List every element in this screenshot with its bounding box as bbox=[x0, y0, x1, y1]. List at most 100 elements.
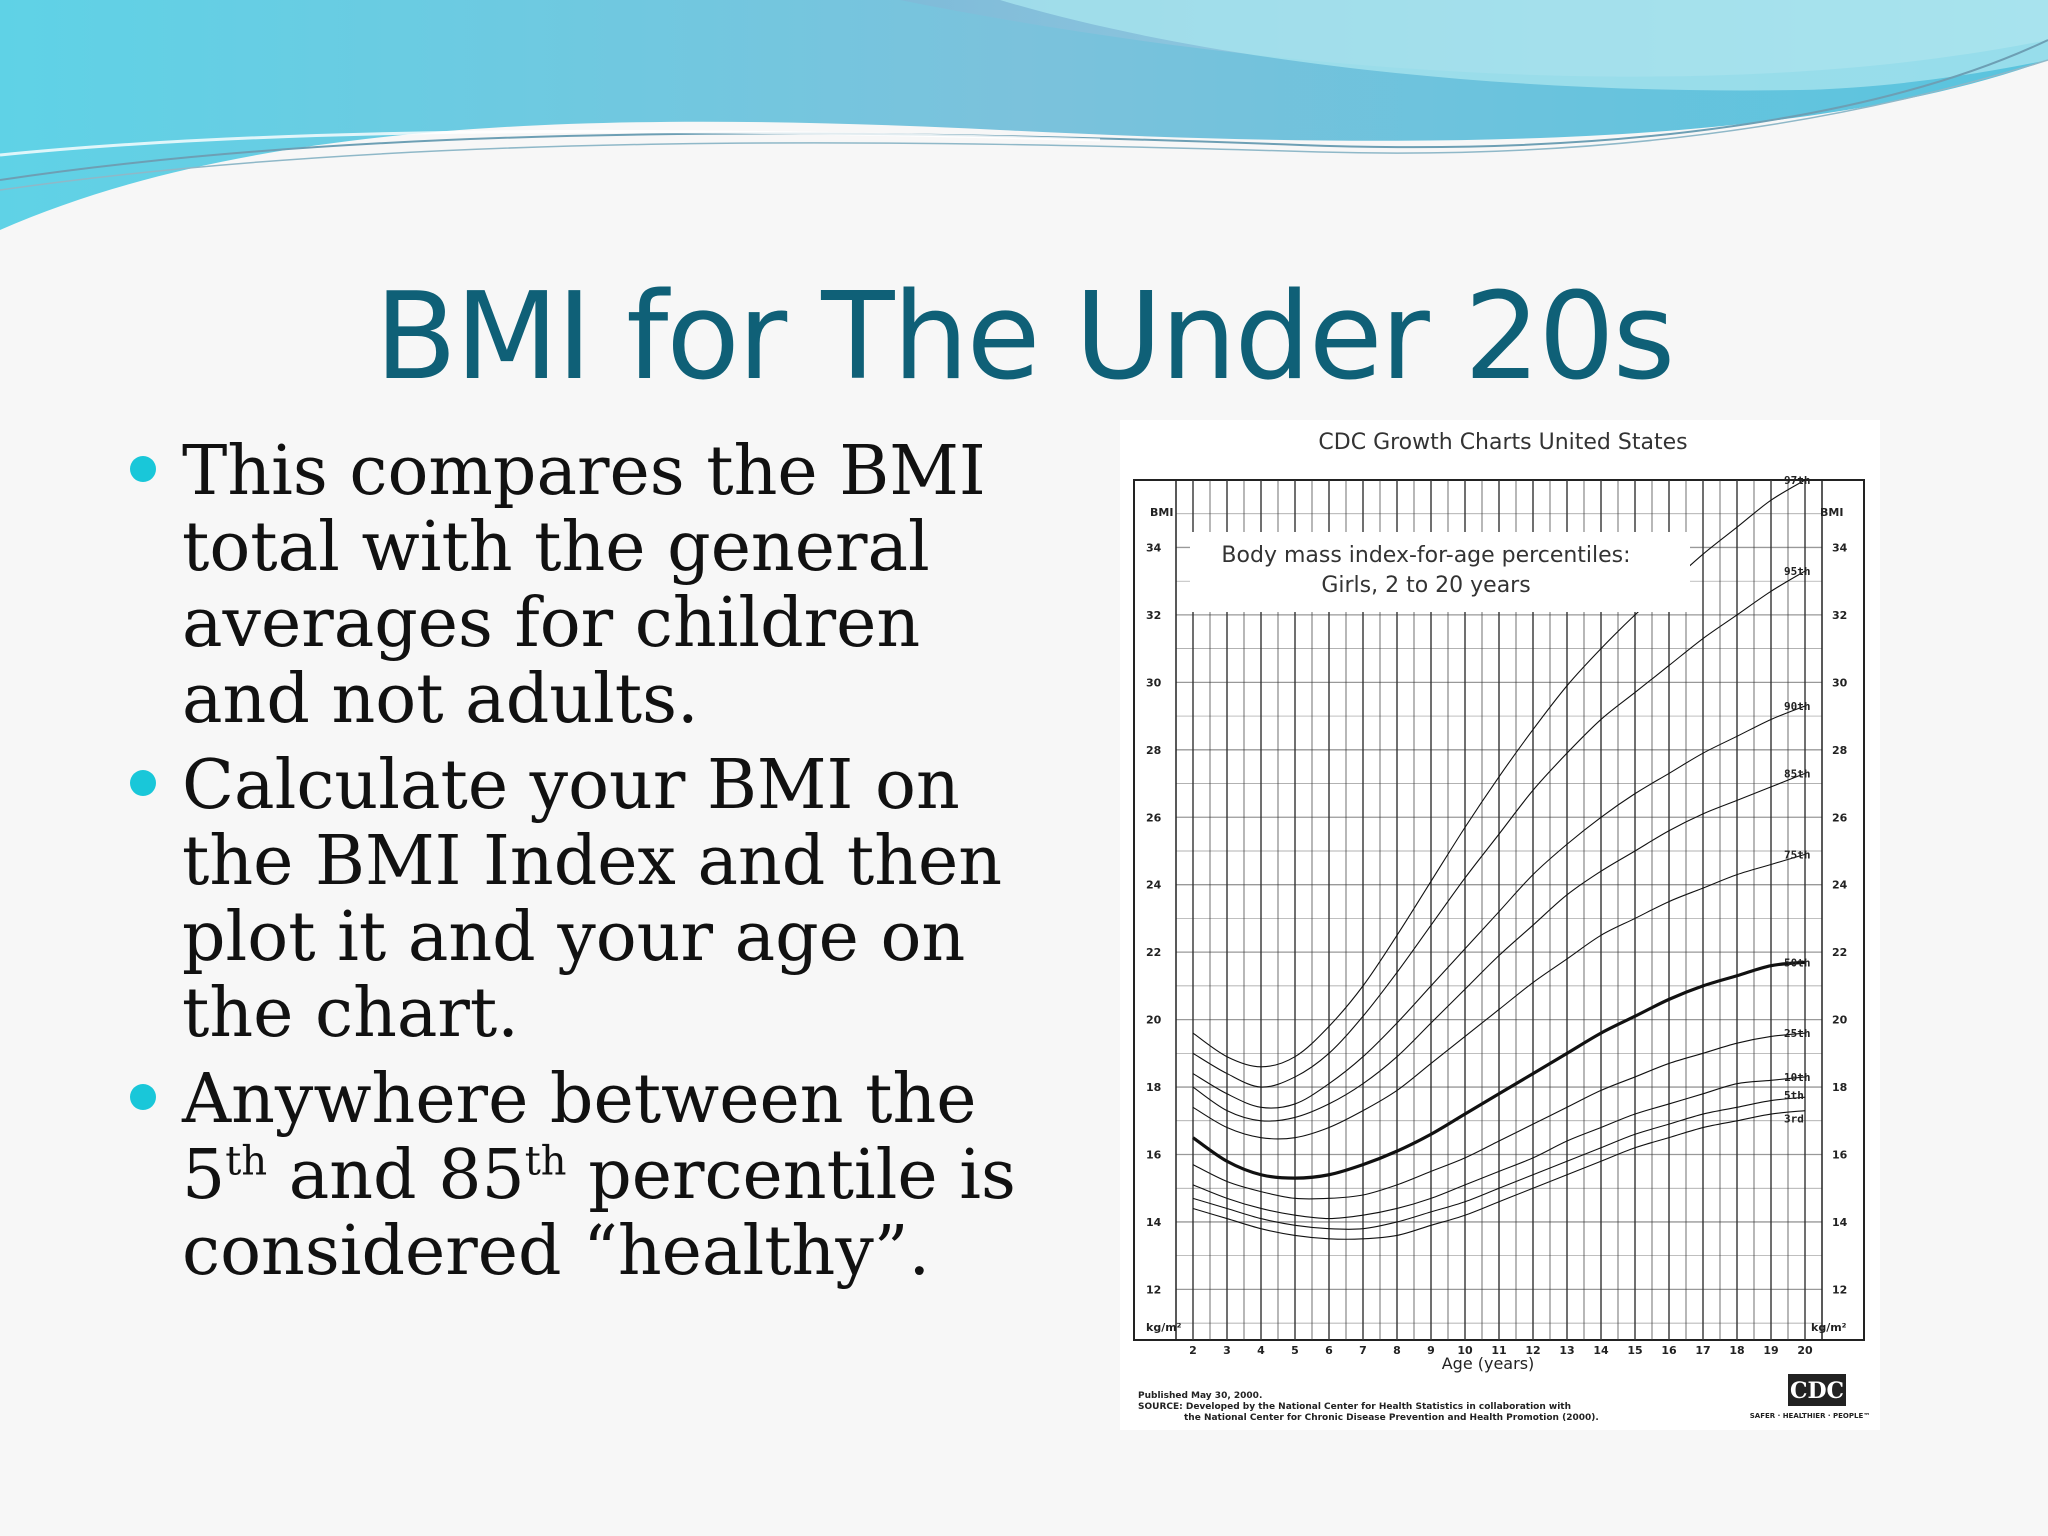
x-axis-label: Age (years) bbox=[1442, 1354, 1535, 1373]
cdc-logo-tagline: SAFER · HEALTHIER · PEOPLE™ bbox=[1750, 1412, 1870, 1420]
bullet-dot-icon bbox=[130, 1084, 156, 1110]
chart-header: CDC Growth Charts United States bbox=[1318, 430, 1687, 455]
percentile-label: 5th bbox=[1784, 1089, 1804, 1102]
bullet-item: This compares the BMI total with the gen… bbox=[130, 434, 1030, 738]
percentile-curve bbox=[1192, 1076, 1806, 1220]
x-tick-label: 15 bbox=[1627, 1344, 1642, 1357]
percentile-label: 97th bbox=[1784, 474, 1811, 487]
y-tick-label-left: 28 bbox=[1146, 744, 1161, 757]
y-tick-label-left: 18 bbox=[1146, 1081, 1161, 1094]
x-tick-label: 5 bbox=[1291, 1344, 1299, 1357]
x-tick-label: 14 bbox=[1593, 1344, 1609, 1357]
bullet-list: This compares the BMI total with the gen… bbox=[130, 434, 1030, 1300]
source-note-line1: SOURCE: Developed by the National Center… bbox=[1138, 1402, 1571, 1412]
percentile-curve bbox=[1192, 1032, 1806, 1200]
superscript-th: th bbox=[225, 1138, 268, 1185]
y-tick-label-left: 24 bbox=[1146, 879, 1162, 892]
header-wave-decoration bbox=[0, 0, 2048, 230]
y-tick-label-right: 14 bbox=[1832, 1216, 1848, 1229]
y-tick-label-left: 16 bbox=[1146, 1149, 1162, 1162]
bullet-item: Anywhere between the 5th and 85th percen… bbox=[130, 1062, 1030, 1290]
bullet-dot-icon bbox=[130, 456, 156, 482]
right-unit-label: kg/m² bbox=[1811, 1321, 1847, 1334]
y-tick-labels: 12 12 14 14 16 16 18 18 20 20 22 22 24 24 26 26 28 28 30 30… bbox=[1146, 541, 1848, 1296]
y-tick-label-left: 34 bbox=[1146, 541, 1162, 554]
x-tick-label: 9 bbox=[1427, 1344, 1435, 1357]
y-tick-label-right: 30 bbox=[1832, 676, 1848, 689]
x-tick-label: 16 bbox=[1661, 1344, 1677, 1357]
x-tick-label: 12 bbox=[1525, 1344, 1540, 1357]
y-tick-label-right: 16 bbox=[1832, 1149, 1848, 1162]
cdc-logo: CDC SAFER · HEALTHIER · PEOPLE™ bbox=[1750, 1374, 1870, 1420]
y-tick-label-left: 20 bbox=[1146, 1014, 1162, 1027]
bullet-text-pre: Anywhere between the 5 bbox=[182, 1060, 977, 1215]
x-tick-label: 7 bbox=[1359, 1344, 1367, 1357]
x-tick-label: 18 bbox=[1729, 1344, 1744, 1357]
percentile-curve bbox=[1192, 853, 1806, 1140]
x-tick-label: 3 bbox=[1223, 1344, 1231, 1357]
y-tick-label-right: 18 bbox=[1832, 1081, 1847, 1094]
y-tick-label-right: 32 bbox=[1832, 609, 1847, 622]
percentile-label: 50th bbox=[1784, 956, 1811, 969]
percentile-curve bbox=[1192, 1096, 1806, 1230]
y-tick-label-right: 20 bbox=[1832, 1014, 1848, 1027]
x-tick-label: 4 bbox=[1257, 1344, 1265, 1357]
chart-title-line1: Body mass index-for-age percentiles: bbox=[1221, 543, 1630, 568]
percentile-labels: 97th 95th 90th 85th 75th 50th 25th 10th 5th 3rd bbox=[1784, 474, 1811, 1126]
y-tick-label-left: 32 bbox=[1146, 609, 1161, 622]
y-tick-label-left: 22 bbox=[1146, 946, 1161, 959]
percentile-curve bbox=[1192, 479, 1806, 1068]
y-tick-label-right: 24 bbox=[1832, 879, 1848, 892]
y-tick-label-left: 26 bbox=[1146, 811, 1162, 824]
left-axis-label: BMI bbox=[1150, 506, 1173, 519]
y-tick-label-left: 12 bbox=[1146, 1283, 1161, 1296]
x-tick-label: 19 bbox=[1763, 1344, 1778, 1357]
y-tick-label-right: 12 bbox=[1832, 1283, 1847, 1296]
percentile-curves bbox=[1192, 479, 1806, 1240]
percentile-label: 75th bbox=[1784, 848, 1811, 861]
superscript-th: th bbox=[524, 1138, 567, 1185]
percentile-curve bbox=[1192, 1110, 1806, 1240]
y-tick-label-right: 28 bbox=[1832, 744, 1847, 757]
x-tick-label: 13 bbox=[1559, 1344, 1574, 1357]
percentile-curve bbox=[1192, 705, 1806, 1109]
percentile-curve bbox=[1192, 570, 1806, 1088]
x-tick-label: 2 bbox=[1189, 1344, 1197, 1357]
x-tick-label: 10 bbox=[1457, 1344, 1473, 1357]
percentile-label: 10th bbox=[1784, 1071, 1811, 1084]
y-tick-label-right: 26 bbox=[1832, 811, 1848, 824]
y-tick-label-left: 30 bbox=[1146, 676, 1162, 689]
left-unit-label: kg/m² bbox=[1146, 1321, 1182, 1334]
bullet-text: This compares the BMI total with the gen… bbox=[182, 432, 986, 739]
percentile-curve bbox=[1192, 772, 1806, 1122]
x-tick-label: 8 bbox=[1393, 1344, 1401, 1357]
percentile-label: 25th bbox=[1784, 1027, 1811, 1040]
percentile-label: 3rd bbox=[1784, 1113, 1804, 1126]
percentile-label: 90th bbox=[1784, 700, 1811, 713]
bullet-text: Calculate your BMI on the BMI Index and … bbox=[182, 746, 1003, 1053]
chart-title-line2: Girls, 2 to 20 years bbox=[1321, 573, 1530, 598]
y-tick-label-right: 22 bbox=[1832, 946, 1847, 959]
source-note-line2: the National Center for Chronic Disease … bbox=[1184, 1413, 1599, 1423]
bullet-text-post: percentile is considered “healthy”. bbox=[182, 1136, 1016, 1291]
bullet-dot-icon bbox=[130, 770, 156, 796]
x-tick-labels: 2 3 4 5 6 7 8 9 10 11 12 13 14 15 16 17 18 19 20 bbox=[1189, 1344, 1813, 1357]
y-tick-label-right: 34 bbox=[1832, 541, 1848, 554]
percentile-label: 85th bbox=[1784, 767, 1811, 780]
slide-title: BMI for The Under 20s bbox=[374, 268, 1675, 407]
y-tick-label-left: 14 bbox=[1146, 1216, 1162, 1229]
x-tick-label: 20 bbox=[1797, 1344, 1813, 1357]
x-tick-label: 17 bbox=[1695, 1344, 1710, 1357]
x-tick-label: 11 bbox=[1491, 1344, 1506, 1357]
cdc-logo-text: CDC bbox=[1790, 1378, 1844, 1404]
x-tick-label: 6 bbox=[1325, 1344, 1333, 1357]
chart-title-box bbox=[1190, 532, 1690, 612]
bmi-growth-chart: CDC Growth Charts United States 12 12 14 14… bbox=[1120, 420, 1880, 1430]
published-note: Published May 30, 2000. bbox=[1138, 1391, 1262, 1401]
bullet-text-mid: and 85 bbox=[267, 1136, 525, 1215]
percentile-curve bbox=[1192, 960, 1806, 1180]
percentile-label: 95th bbox=[1784, 565, 1811, 578]
bullet-item: Calculate your BMI on the BMI Index and … bbox=[130, 748, 1030, 1052]
right-axis-label: BMI bbox=[1820, 506, 1843, 519]
